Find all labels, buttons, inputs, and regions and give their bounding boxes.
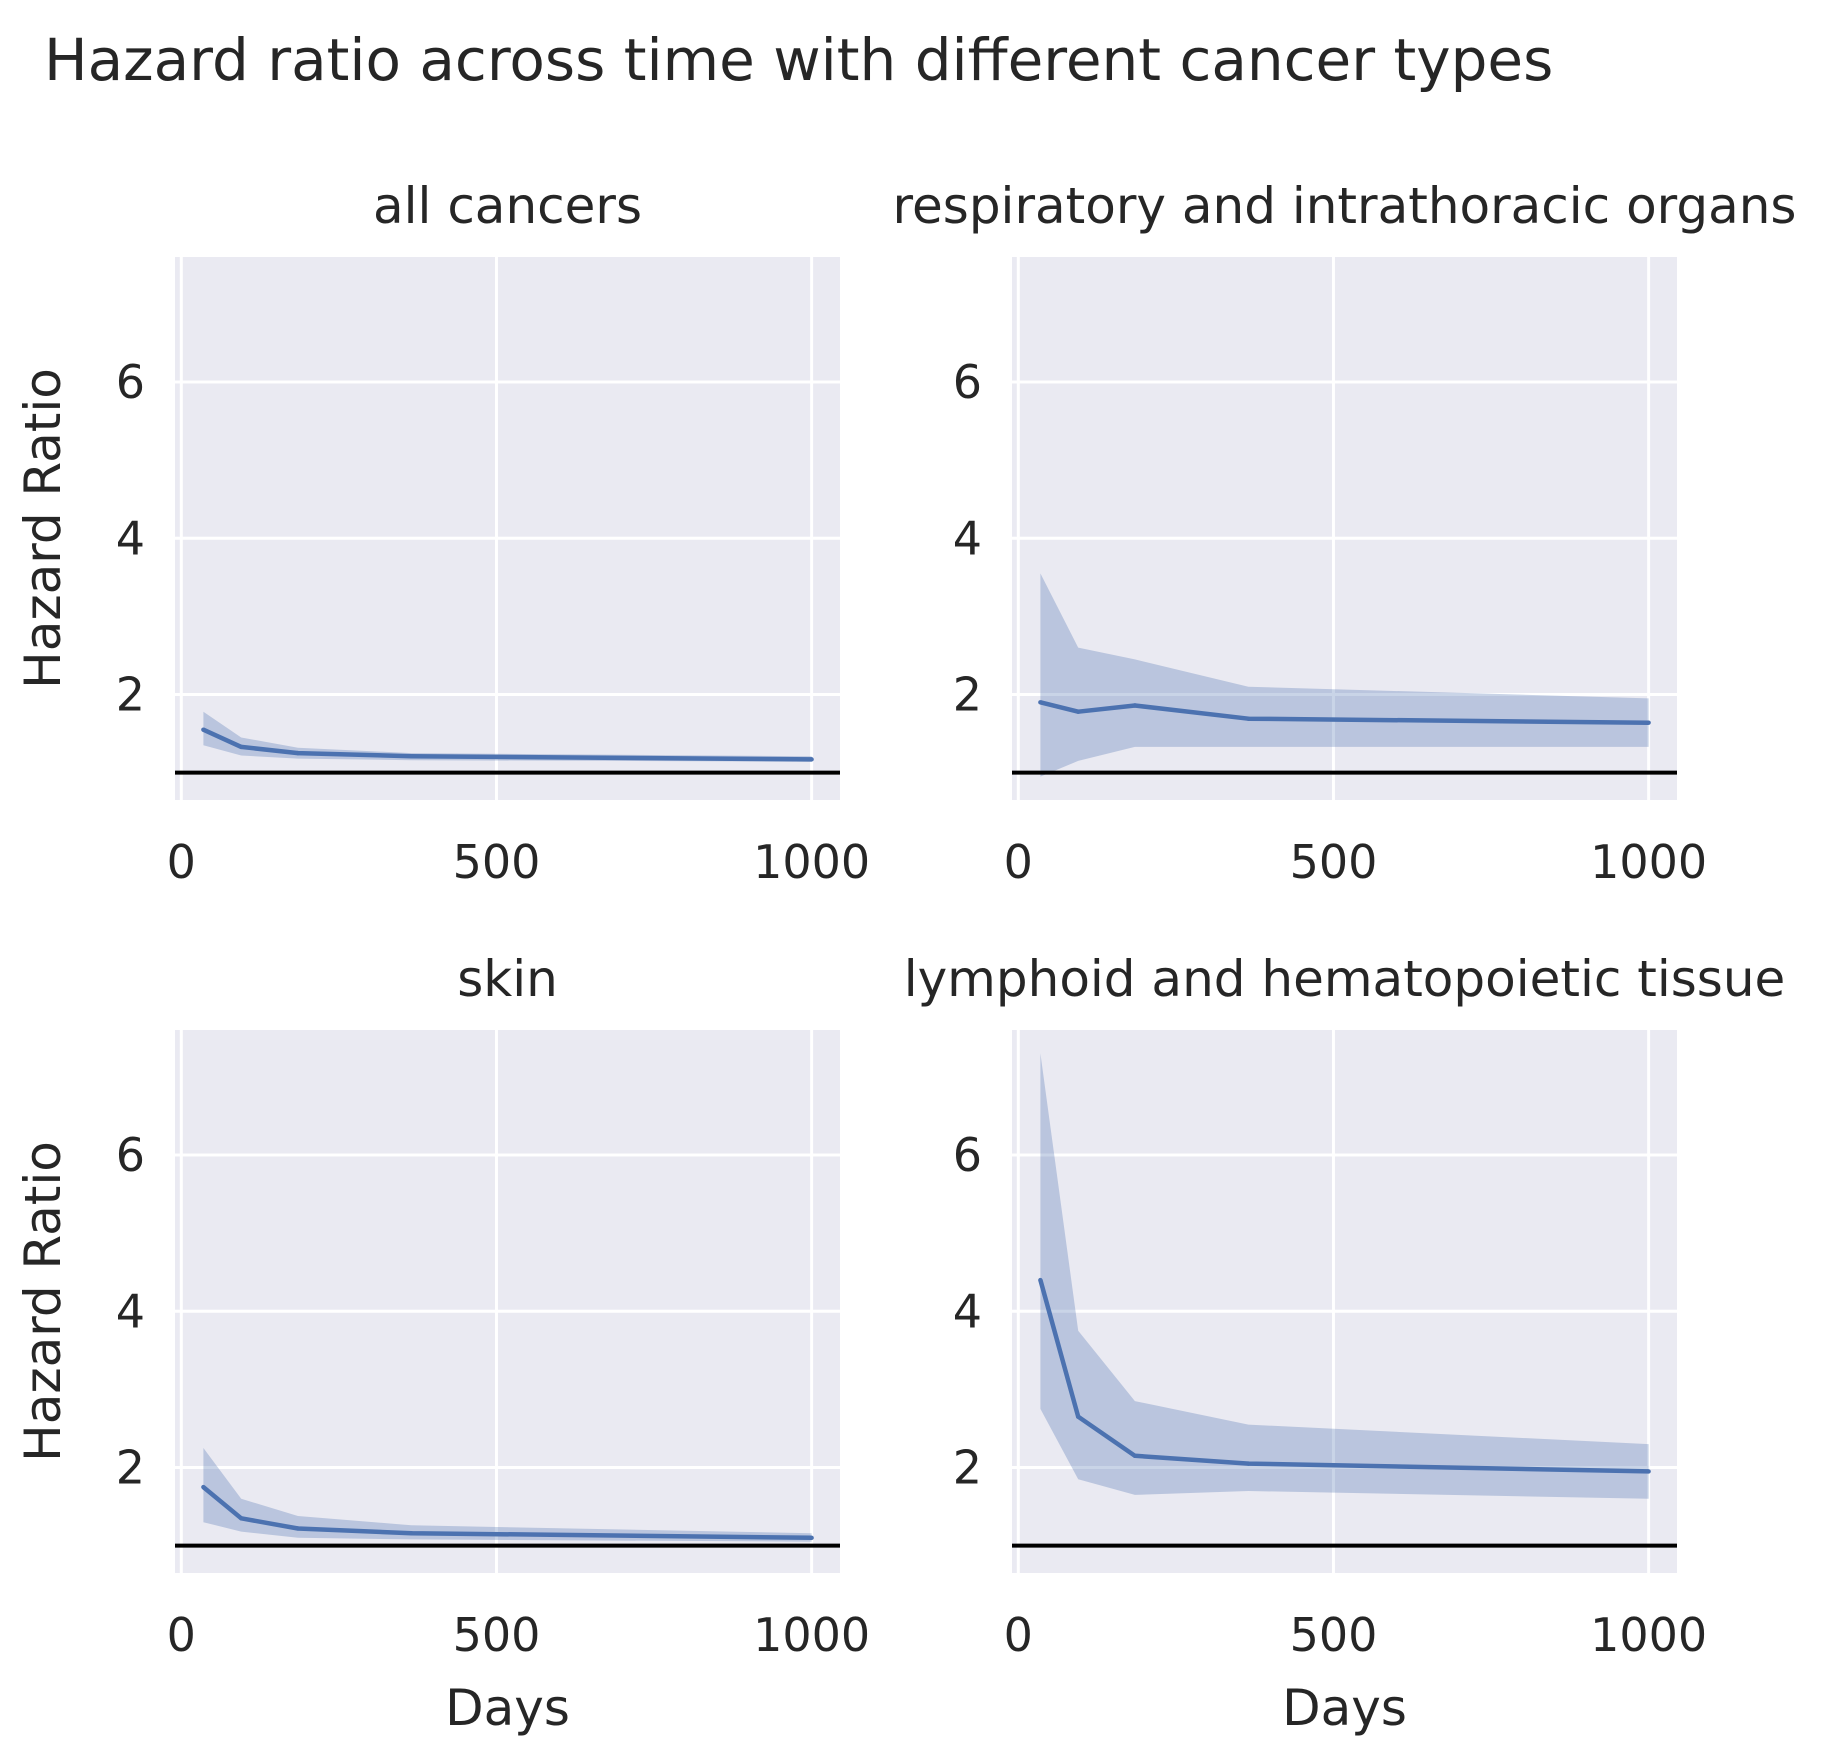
y-tick-label: 4 <box>953 511 982 565</box>
hazard-ratio-point <box>1132 703 1138 708</box>
subplot-3: 0 500 1000 2 4 6 skin Hazard Ratio Days <box>14 950 870 1737</box>
hazard-ratio-point <box>295 1526 301 1531</box>
subplot-title: respiratory and intrathoracic organs <box>893 177 1797 235</box>
x-tick-label: 1000 <box>1590 835 1707 889</box>
x-tick-label: 0 <box>167 835 196 889</box>
figure-title: Hazard ratio across time with different … <box>44 26 1553 94</box>
y-tick-label: 6 <box>953 355 982 409</box>
x-tick-label: 1000 <box>753 1608 870 1662</box>
hazard-ratio-point <box>1246 1461 1251 1466</box>
y-axis-label: Hazard Ratio <box>14 368 72 689</box>
x-tick-label: 0 <box>1004 1608 1033 1662</box>
hazard-ratio-point <box>238 1516 244 1521</box>
hazard-ratio-point <box>809 757 814 762</box>
x-tick-label: 1000 <box>1590 1608 1707 1662</box>
x-tick-label: 1000 <box>753 835 870 889</box>
hazard-ratio-point <box>201 727 206 732</box>
hazard-ratio-point <box>1246 716 1251 721</box>
x-tick-label: 500 <box>1290 835 1378 889</box>
subplot-title: skin <box>457 950 558 1008</box>
confidence-band <box>203 1448 812 1542</box>
hazard-ratio-point <box>238 744 244 750</box>
plot-area <box>175 1030 840 1573</box>
hazard-ratio-point <box>1075 709 1081 714</box>
y-tick-label: 2 <box>116 1441 145 1495</box>
y-tick-label: 4 <box>953 1284 982 1338</box>
subplot-4: 0 500 1000 2 4 6 lymphoid and hematopoietic ti… <box>904 950 1786 1737</box>
hazard-ratio-point <box>295 750 301 756</box>
y-tick-label: 2 <box>953 668 982 722</box>
hazard-ratio-point <box>409 754 414 759</box>
subplot-2: 0 500 1000 2 4 6 respiratory and intrathoracic… <box>893 177 1797 889</box>
y-tick-label: 6 <box>953 1128 982 1182</box>
y-tick-label: 4 <box>116 1284 145 1338</box>
hazard-ratio-point <box>809 1535 814 1541</box>
x-axis-label: Days <box>1282 1679 1407 1737</box>
y-tick-label: 2 <box>116 668 145 722</box>
confidence-band <box>1040 573 1649 777</box>
hazard-ratio-point <box>201 1484 206 1490</box>
y-tick-label: 6 <box>116 1128 145 1182</box>
subplot-1: 0 500 1000 2 4 6 all cancers Hazard Ratio <box>14 177 870 889</box>
y-tick-label: 6 <box>116 355 145 409</box>
plot-area <box>1012 1030 1677 1573</box>
y-axis-label: Hazard Ratio <box>14 1141 72 1462</box>
subplot-title: lymphoid and hematopoietic tissue <box>904 950 1786 1008</box>
hazard-ratio-point <box>1038 1277 1043 1283</box>
y-tick-label: 4 <box>116 511 145 565</box>
hazard-ratio-point <box>409 1530 414 1536</box>
plot-area <box>1012 257 1677 800</box>
x-tick-label: 500 <box>1290 1608 1378 1662</box>
subplot-title: all cancers <box>373 177 642 235</box>
hazard-ratio-point <box>1075 1414 1081 1419</box>
x-tick-label: 500 <box>453 1608 541 1662</box>
confidence-band <box>1040 1053 1649 1499</box>
y-tick-label: 2 <box>953 1441 982 1495</box>
x-tick-label: 500 <box>453 835 541 889</box>
hazard-ratio-point <box>1132 1453 1138 1459</box>
x-axis-label: Days <box>445 1679 570 1737</box>
x-tick-label: 0 <box>167 1608 196 1662</box>
x-tick-label: 0 <box>1004 835 1033 889</box>
hazard-ratio-point <box>1646 720 1651 725</box>
hazard-ratio-point <box>1646 1469 1651 1474</box>
hazard-ratio-point <box>1038 700 1043 705</box>
plot-area <box>175 257 840 800</box>
